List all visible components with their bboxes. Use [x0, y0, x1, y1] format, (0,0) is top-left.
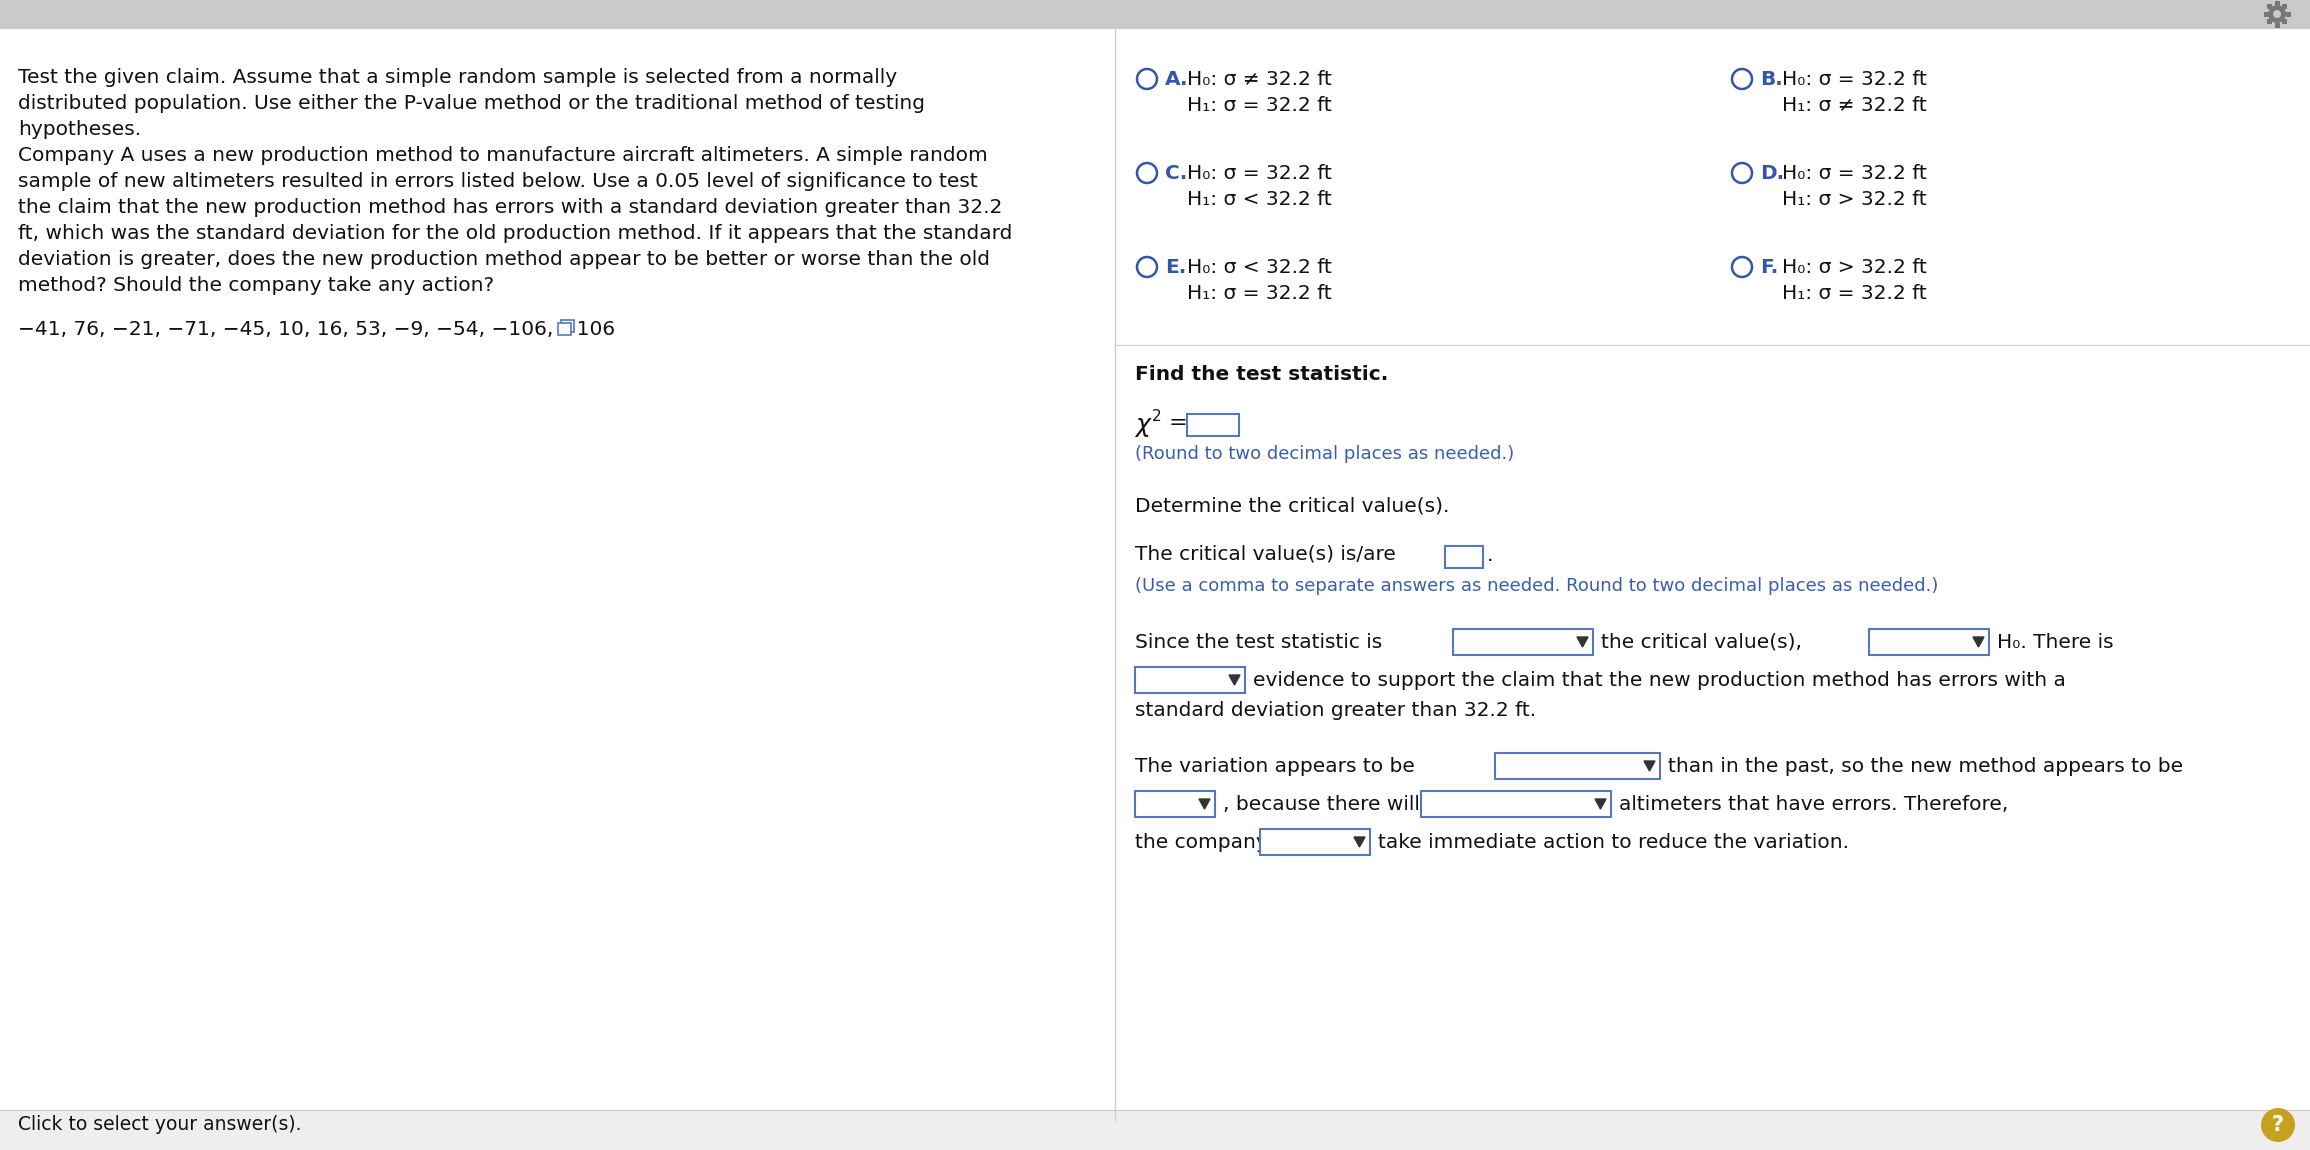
Text: evidence to support the claim that the new production method has errors with a: evidence to support the claim that the n… — [1252, 670, 2065, 690]
FancyBboxPatch shape — [2282, 20, 2287, 24]
FancyBboxPatch shape — [1446, 546, 1483, 568]
Text: ft, which was the standard deviation for the old production method. If it appear: ft, which was the standard deviation for… — [18, 224, 1012, 243]
Text: D.: D. — [1760, 164, 1783, 183]
Circle shape — [2273, 10, 2280, 18]
Polygon shape — [1354, 837, 1365, 848]
FancyBboxPatch shape — [2275, 23, 2280, 28]
Circle shape — [1137, 69, 1157, 89]
Polygon shape — [1199, 799, 1210, 808]
Text: , because there will be: , because there will be — [1222, 795, 1451, 814]
Text: distributed population. Use either the P-value method or the traditional method : distributed population. Use either the P… — [18, 94, 924, 113]
Circle shape — [1732, 163, 1751, 183]
Text: =: = — [1162, 413, 1187, 434]
Text: ?: ? — [2273, 1116, 2285, 1135]
Text: H₀. There is: H₀. There is — [1998, 632, 2114, 652]
Text: standard deviation greater than 32.2 ft.: standard deviation greater than 32.2 ft. — [1134, 702, 1536, 720]
FancyBboxPatch shape — [1421, 791, 1610, 816]
Polygon shape — [1645, 761, 1654, 771]
Text: Determine the critical value(s).: Determine the critical value(s). — [1134, 497, 1448, 516]
FancyBboxPatch shape — [2282, 3, 2287, 9]
Text: Since the test statistic is: Since the test statistic is — [1134, 632, 1381, 652]
Text: (Use a comma to separate answers as needed. Round to two decimal places as neede: (Use a comma to separate answers as need… — [1134, 577, 1938, 595]
Text: H₀: σ < 32.2 ft: H₀: σ < 32.2 ft — [1187, 258, 1333, 277]
Text: than in the past, so the new method appears to be: than in the past, so the new method appe… — [1668, 757, 2183, 776]
FancyBboxPatch shape — [2264, 12, 2268, 16]
Text: H₁: σ < 32.2 ft: H₁: σ < 32.2 ft — [1187, 190, 1333, 209]
FancyBboxPatch shape — [1187, 414, 1238, 436]
Text: Company A uses a new production method to manufacture aircraft altimeters. A sim: Company A uses a new production method t… — [18, 146, 989, 164]
FancyBboxPatch shape — [559, 323, 571, 335]
Text: H₀: σ ≠ 32.2 ft: H₀: σ ≠ 32.2 ft — [1187, 70, 1333, 89]
FancyBboxPatch shape — [2266, 20, 2271, 24]
FancyBboxPatch shape — [1259, 829, 1370, 854]
Text: take immediate action to reduce the variation.: take immediate action to reduce the vari… — [1379, 833, 1848, 852]
Text: H₁: σ = 32.2 ft: H₁: σ = 32.2 ft — [1187, 284, 1333, 302]
FancyBboxPatch shape — [1869, 629, 1989, 656]
Text: −41, 76, −21, −71, −45, 10, 16, 53, −9, −54, −106, −106: −41, 76, −21, −71, −45, 10, 16, 53, −9, … — [18, 320, 614, 339]
Text: H₁: σ = 32.2 ft: H₁: σ = 32.2 ft — [1187, 95, 1333, 115]
FancyBboxPatch shape — [2275, 0, 2280, 6]
Text: the critical value(s),: the critical value(s), — [1601, 632, 1802, 652]
FancyBboxPatch shape — [1134, 791, 1215, 816]
Text: 2: 2 — [1153, 409, 1162, 424]
Text: Click to select your answer(s).: Click to select your answer(s). — [18, 1116, 303, 1135]
Text: H₁: σ ≠ 32.2 ft: H₁: σ ≠ 32.2 ft — [1781, 95, 1927, 115]
FancyBboxPatch shape — [561, 320, 573, 332]
Text: H₀: σ > 32.2 ft: H₀: σ > 32.2 ft — [1781, 258, 1927, 277]
Circle shape — [1732, 256, 1751, 277]
Circle shape — [1137, 256, 1157, 277]
Text: Test the given claim. Assume that a simple random sample is selected from a norm: Test the given claim. Assume that a simp… — [18, 68, 896, 87]
Text: C.: C. — [1164, 164, 1187, 183]
Polygon shape — [1229, 675, 1240, 685]
FancyBboxPatch shape — [0, 28, 2310, 1118]
Text: hypotheses.: hypotheses. — [18, 120, 141, 139]
Circle shape — [1137, 163, 1157, 183]
Text: H₁: σ = 32.2 ft: H₁: σ = 32.2 ft — [1781, 284, 1927, 302]
Text: B.: B. — [1760, 70, 1783, 89]
Text: H₀: σ = 32.2 ft: H₀: σ = 32.2 ft — [1781, 70, 1927, 89]
Polygon shape — [1594, 799, 1605, 808]
FancyBboxPatch shape — [0, 0, 2310, 28]
FancyBboxPatch shape — [1453, 629, 1594, 656]
Text: H₀: σ = 32.2 ft: H₀: σ = 32.2 ft — [1187, 164, 1333, 183]
FancyBboxPatch shape — [0, 1110, 2310, 1150]
FancyBboxPatch shape — [1134, 667, 1245, 693]
Circle shape — [1732, 69, 1751, 89]
Text: altimeters that have errors. Therefore,: altimeters that have errors. Therefore, — [1619, 795, 2007, 814]
Text: sample of new altimeters resulted in errors listed below. Use a 0.05 level of si: sample of new altimeters resulted in err… — [18, 172, 977, 191]
Text: deviation is greater, does the new production method appear to be better or wors: deviation is greater, does the new produ… — [18, 250, 991, 269]
FancyBboxPatch shape — [2285, 12, 2292, 16]
Text: .: . — [1488, 546, 1492, 565]
Text: H₁: σ > 32.2 ft: H₁: σ > 32.2 ft — [1781, 190, 1927, 209]
Text: the company: the company — [1134, 833, 1268, 852]
Text: The variation appears to be: The variation appears to be — [1134, 757, 1414, 776]
Text: the claim that the new production method has errors with a standard deviation gr: the claim that the new production method… — [18, 198, 1003, 217]
Text: E.: E. — [1164, 258, 1187, 277]
Text: H₀: σ = 32.2 ft: H₀: σ = 32.2 ft — [1781, 164, 1927, 183]
Text: The critical value(s) is/are: The critical value(s) is/are — [1134, 545, 1395, 564]
Circle shape — [2261, 1107, 2296, 1142]
Text: method? Should the company take any action?: method? Should the company take any acti… — [18, 276, 494, 296]
Circle shape — [2268, 5, 2287, 23]
Text: Find the test statistic.: Find the test statistic. — [1134, 365, 1388, 384]
Text: (Round to two decimal places as needed.): (Round to two decimal places as needed.) — [1134, 445, 1515, 463]
Text: A.: A. — [1164, 70, 1190, 89]
Polygon shape — [1973, 637, 1984, 647]
FancyBboxPatch shape — [2266, 3, 2271, 9]
Polygon shape — [1578, 637, 1587, 647]
Text: F.: F. — [1760, 258, 1779, 277]
FancyBboxPatch shape — [1495, 753, 1661, 779]
Text: χ: χ — [1134, 413, 1150, 437]
